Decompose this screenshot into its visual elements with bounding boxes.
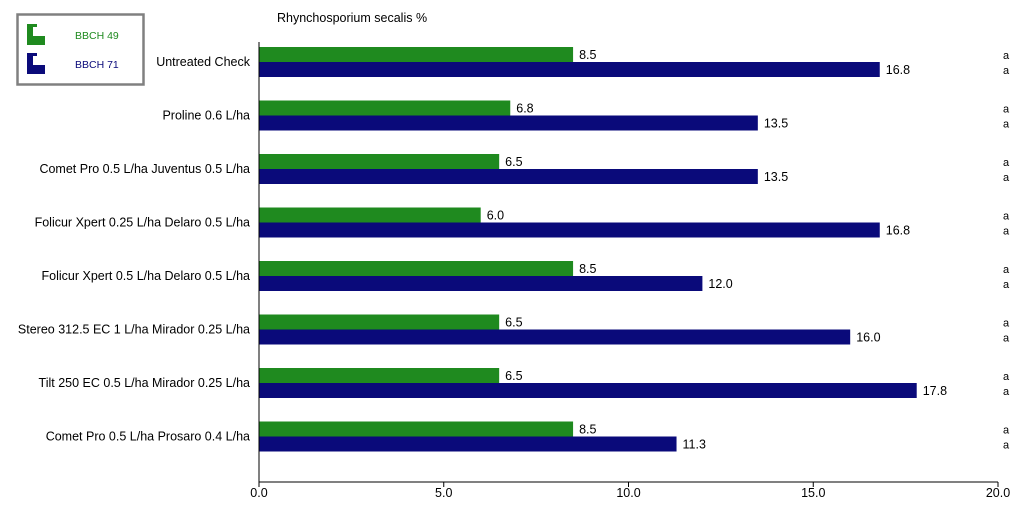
- category-label: Folicur Xpert 0.25 L/ha Delaro 0.5 L/ha: [35, 216, 250, 230]
- significance-letter: a: [1003, 50, 1010, 62]
- bar-bbch-49: [259, 421, 574, 437]
- data-label: 13.5: [764, 117, 788, 131]
- data-label: 17.8: [923, 384, 947, 398]
- x-tick-label: 5.0: [435, 486, 452, 500]
- bar-bbch-71: [259, 329, 851, 345]
- significance-letter: a: [1003, 211, 1010, 223]
- significance-letter: a: [1003, 104, 1010, 116]
- category-label: Tilt 250 EC 0.5 L/ha Mirador 0.25 L/ha: [39, 376, 251, 390]
- bar-bbch-49: [259, 47, 574, 62]
- x-tick-label: 0.0: [250, 486, 267, 500]
- significance-letter: a: [1003, 318, 1010, 330]
- data-label: 6.5: [505, 316, 522, 330]
- bar-bbch-71: [259, 62, 880, 77]
- data-label: 6.5: [505, 155, 522, 169]
- legend: BBCH 49 BBCH 71: [16, 13, 145, 86]
- data-label: 16.8: [886, 224, 910, 238]
- bar-bbch-49: [259, 154, 500, 169]
- data-label: 13.5: [764, 170, 788, 184]
- significance-letter: a: [1003, 440, 1010, 452]
- bracket-icon: [27, 24, 45, 45]
- bracket-icon: [27, 53, 45, 74]
- data-label: 16.0: [856, 331, 880, 345]
- significance-letter: a: [1003, 65, 1010, 77]
- significance-letter: a: [1003, 386, 1010, 398]
- category-label: Comet Pro 0.5 L/ha Juventus 0.5 L/ha: [39, 162, 250, 176]
- significance-letter: a: [1003, 226, 1010, 238]
- significance-letter: a: [1003, 264, 1010, 276]
- bar-bbch-71: [259, 436, 677, 452]
- category-label: Untreated Check: [156, 55, 251, 69]
- data-label: 6.0: [487, 209, 504, 223]
- data-label: 8.5: [579, 48, 596, 62]
- data-label: 8.5: [579, 262, 596, 276]
- data-label: 11.3: [683, 438, 706, 452]
- bar-bbch-49: [259, 368, 500, 383]
- category-label: Folicur Xpert 0.5 L/ha Delaro 0.5 L/ha: [42, 269, 251, 283]
- significance-letter: a: [1003, 371, 1010, 383]
- legend-label-bbch49: BBCH 49: [75, 30, 119, 42]
- x-tick-label: 10.0: [616, 486, 640, 500]
- bar-bbch-49: [259, 314, 500, 330]
- data-label: 6.8: [516, 102, 533, 116]
- data-label: 12.0: [708, 277, 732, 291]
- significance-letter: a: [1003, 119, 1010, 131]
- bar-bbch-49: [259, 261, 574, 276]
- data-label: 16.8: [886, 63, 910, 77]
- significance-letter: a: [1003, 172, 1010, 184]
- category-label: Comet Pro 0.5 L/ha Prosaro 0.4 L/ha: [46, 430, 250, 444]
- bar-bbch-71: [259, 115, 758, 131]
- bar-bbch-49: [259, 207, 481, 223]
- bar-bbch-71: [259, 276, 703, 291]
- bar-bbch-71: [259, 383, 917, 398]
- legend-item-bbch49: BBCH 49: [27, 24, 119, 45]
- significance-letter: a: [1003, 425, 1010, 437]
- plot-area: Untreated Check 8.5 a 16.8 a Proline 0.6 L/ha…: [18, 42, 1010, 500]
- significance-letter: a: [1003, 279, 1010, 291]
- bar-bbch-71: [259, 222, 880, 238]
- significance-letter: a: [1003, 333, 1010, 345]
- data-label: 8.5: [579, 423, 596, 437]
- category-label: Proline 0.6 L/ha: [162, 109, 250, 123]
- category-label: Stereo 312.5 EC 1 L/ha Mirador 0.25 L/ha: [18, 323, 250, 337]
- legend-label-bbch71: BBCH 71: [75, 59, 119, 71]
- bar-bbch-71: [259, 169, 758, 184]
- bar-bbch-49: [259, 100, 511, 116]
- legend-item-bbch71: BBCH 71: [27, 53, 119, 74]
- significance-letter: a: [1003, 157, 1010, 169]
- chart-title: Rhynchosporium secalis %: [277, 11, 427, 25]
- x-tick-label: 15.0: [801, 486, 825, 500]
- data-label: 6.5: [505, 369, 522, 383]
- x-tick-label: 20.0: [986, 486, 1010, 500]
